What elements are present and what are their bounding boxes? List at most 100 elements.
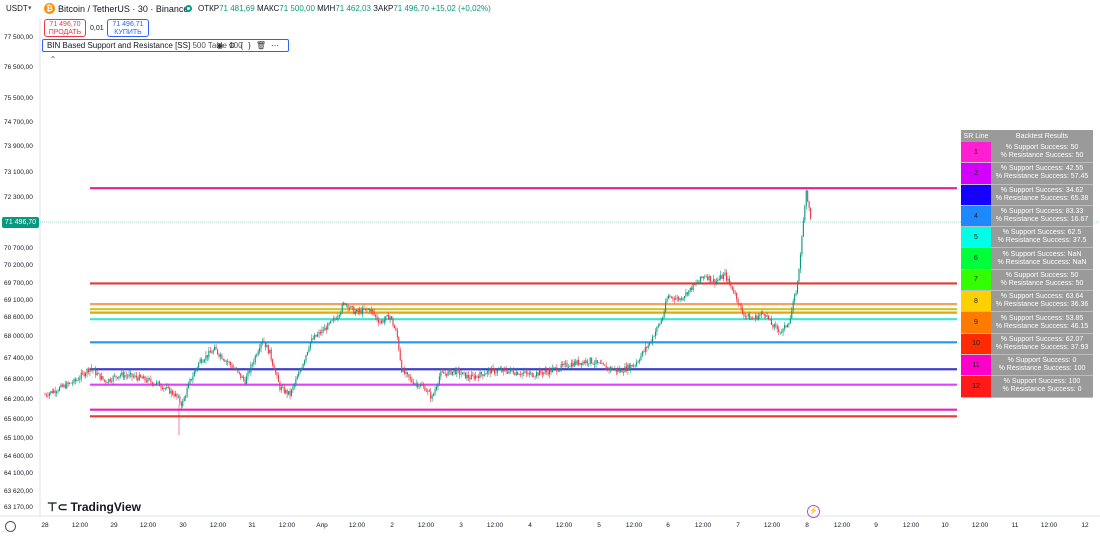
candle-body <box>724 272 726 275</box>
settings-icon[interactable]: ⚙ <box>228 41 241 50</box>
candle-body <box>140 374 142 378</box>
x-tick-label: Апр <box>316 522 328 529</box>
candle-body <box>646 347 648 348</box>
table-row: 12% Support Success: 100% Resistance Suc… <box>961 375 1093 398</box>
candle-body <box>280 387 282 390</box>
backtest-result: % Support Success: 63.64% Resistance Suc… <box>991 290 1093 313</box>
eye-icon[interactable]: ◉ <box>216 41 229 50</box>
candle-body <box>409 377 411 379</box>
sr-line-number: 11 <box>961 354 991 377</box>
candle-body <box>450 369 452 375</box>
candle-body <box>628 364 630 370</box>
candle-body <box>85 373 87 376</box>
candle-body <box>415 383 417 385</box>
candle-body <box>683 296 685 298</box>
candle-body <box>499 369 501 370</box>
candle-body <box>660 320 662 324</box>
candle-body <box>182 401 184 406</box>
candle-body <box>231 364 233 368</box>
candle-body <box>44 394 46 396</box>
candle-body <box>73 379 75 383</box>
resistance-success: % Resistance Success: 37.5 <box>997 237 1087 245</box>
lightning-icon[interactable]: ⚡ <box>807 505 820 518</box>
candle-body <box>356 309 358 313</box>
candle-body <box>799 254 801 269</box>
delete-icon[interactable]: 🗑 <box>255 41 271 50</box>
candle-body <box>536 372 538 377</box>
candle-body <box>705 276 707 278</box>
more-icon[interactable]: ⋯ <box>271 41 284 50</box>
y-tick-label: 66 200,00 <box>4 396 33 403</box>
tradingview-logo: ⊤⊂ TradingView <box>47 500 141 514</box>
indicator-legend[interactable]: BIN Based Support and Resistance [SS] 50… <box>42 39 289 52</box>
candle-body <box>221 354 223 360</box>
candle-body <box>318 332 320 335</box>
candle-body <box>701 276 703 278</box>
candle-body <box>195 369 197 372</box>
candle-body <box>145 380 148 382</box>
buy-label: КУПИТЬ <box>114 29 142 36</box>
candle-body <box>456 368 458 375</box>
candle-body <box>604 364 606 366</box>
candle-body <box>234 368 236 370</box>
candle-body <box>351 306 353 308</box>
chevron-down-icon[interactable]: ▾ <box>28 5 32 12</box>
candle-body <box>573 361 575 367</box>
currency-selector[interactable]: USDT <box>6 4 28 13</box>
candle-body <box>636 362 638 366</box>
candle-body <box>431 395 433 399</box>
candle-body <box>637 361 639 363</box>
candle-body <box>322 329 324 331</box>
collapse-chevron-up-icon[interactable]: ⌃ <box>49 55 57 64</box>
candle-body <box>518 374 520 376</box>
candle-body <box>580 362 583 365</box>
backtest-result: % Support Success: 53.85% Resistance Suc… <box>991 311 1093 334</box>
sr-line-number: 3 <box>961 184 991 206</box>
sr-line-number: 7 <box>961 269 991 292</box>
candle-body <box>372 309 374 312</box>
sell-button[interactable]: 71 496,70 ПРОДАТЬ <box>44 19 86 37</box>
support-success: % Support Success: 83.33 <box>1000 208 1084 216</box>
candle-body <box>292 386 294 390</box>
time-settings-icon[interactable] <box>5 521 16 532</box>
candle-body <box>87 368 90 373</box>
candle-body <box>386 314 388 317</box>
candle-body <box>173 394 175 397</box>
candle-body <box>451 371 453 375</box>
candle-body <box>353 307 355 315</box>
candle-body <box>533 376 535 378</box>
candle-body <box>614 368 616 370</box>
candle-body <box>489 369 491 374</box>
symbol-title[interactable]: Bitcoin / TetherUS · 30 · Binance <box>58 4 189 14</box>
candle-body <box>530 372 532 374</box>
candle-body <box>166 386 168 389</box>
table-row: 7% Support Success: 50% Resistance Succe… <box>961 269 1093 292</box>
candle-body <box>383 319 385 323</box>
sell-label: ПРОДАТЬ <box>48 29 82 36</box>
x-tick-label: 12:00 <box>695 522 712 529</box>
candle-body <box>659 323 661 326</box>
candle-body <box>369 309 371 312</box>
source-code-icon[interactable]: {} <box>240 41 256 50</box>
candle-body <box>721 275 723 279</box>
candle-body <box>289 391 291 396</box>
candle-body <box>691 287 693 290</box>
candle-body <box>189 379 191 384</box>
candle-body <box>250 364 252 373</box>
candle-body <box>566 362 568 368</box>
candle-body <box>219 354 221 357</box>
candle-body <box>209 350 211 353</box>
candle-body <box>457 368 459 370</box>
candle-body <box>359 309 361 312</box>
ohlc-low-key: МИН <box>317 4 336 13</box>
buy-button[interactable]: 71 496,71 КУПИТЬ <box>107 19 149 37</box>
ohlc-change-value: +15,02 (+0,02%) <box>431 4 491 13</box>
candle-body <box>736 292 738 300</box>
resistance-success: % Resistance Success: 0 <box>1002 386 1082 394</box>
ohlc-low-value: 71 462,03 <box>335 4 371 13</box>
candle-body <box>470 374 472 380</box>
candle-body <box>444 373 446 375</box>
candle-body <box>760 312 762 315</box>
candle-body <box>370 309 372 312</box>
